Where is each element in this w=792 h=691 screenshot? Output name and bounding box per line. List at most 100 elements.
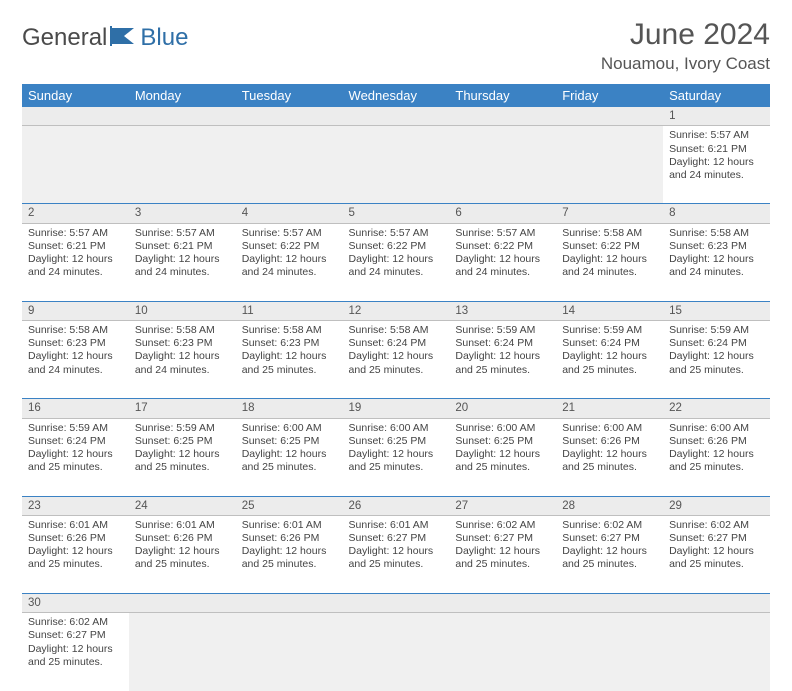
day-number: 10 xyxy=(129,301,236,320)
day-number xyxy=(343,593,450,612)
sunrise-text: Sunrise: 5:59 AM xyxy=(28,422,123,435)
day-number xyxy=(129,593,236,612)
day1-text: Daylight: 12 hours xyxy=(28,253,123,266)
dayheader-fri: Friday xyxy=(556,84,663,107)
day-cell: Sunrise: 6:00 AMSunset: 6:25 PMDaylight:… xyxy=(343,418,450,496)
sunset-text: Sunset: 6:24 PM xyxy=(562,337,657,350)
day1-text: Daylight: 12 hours xyxy=(135,253,230,266)
sunrise-text: Sunrise: 6:00 AM xyxy=(349,422,444,435)
day-number: 4 xyxy=(236,204,343,223)
day1-text: Daylight: 12 hours xyxy=(28,545,123,558)
week-row: Sunrise: 6:02 AMSunset: 6:27 PMDaylight:… xyxy=(22,613,770,691)
day1-text: Daylight: 12 hours xyxy=(349,350,444,363)
day2-text: and 24 minutes. xyxy=(242,266,337,279)
day-number: 24 xyxy=(129,496,236,515)
day2-text: and 25 minutes. xyxy=(349,461,444,474)
day1-text: Daylight: 12 hours xyxy=(349,545,444,558)
day-number: 12 xyxy=(343,301,450,320)
day1-text: Daylight: 12 hours xyxy=(135,350,230,363)
day-number xyxy=(449,107,556,126)
day-cell xyxy=(556,126,663,204)
sunrise-text: Sunrise: 5:59 AM xyxy=(135,422,230,435)
sunrise-text: Sunrise: 6:02 AM xyxy=(28,616,123,629)
day2-text: and 25 minutes. xyxy=(242,558,337,571)
day-number: 25 xyxy=(236,496,343,515)
sunrise-text: Sunrise: 5:58 AM xyxy=(562,227,657,240)
day-cell xyxy=(129,613,236,691)
sunset-text: Sunset: 6:22 PM xyxy=(242,240,337,253)
day1-text: Daylight: 12 hours xyxy=(669,253,764,266)
day-cell: Sunrise: 5:59 AMSunset: 6:24 PMDaylight:… xyxy=(556,321,663,399)
day2-text: and 25 minutes. xyxy=(455,461,550,474)
calendar-head: Sunday Monday Tuesday Wednesday Thursday… xyxy=(22,84,770,107)
sunset-text: Sunset: 6:22 PM xyxy=(349,240,444,253)
day2-text: and 25 minutes. xyxy=(135,558,230,571)
day-number xyxy=(449,593,556,612)
day2-text: and 25 minutes. xyxy=(562,461,657,474)
day2-text: and 25 minutes. xyxy=(455,364,550,377)
day-cell: Sunrise: 6:02 AMSunset: 6:27 PMDaylight:… xyxy=(22,613,129,691)
day2-text: and 25 minutes. xyxy=(562,558,657,571)
day-cell: Sunrise: 5:58 AMSunset: 6:23 PMDaylight:… xyxy=(663,223,770,301)
day-number xyxy=(556,107,663,126)
day-number xyxy=(343,107,450,126)
day2-text: and 25 minutes. xyxy=(242,364,337,377)
day2-text: and 24 minutes. xyxy=(455,266,550,279)
day-number: 30 xyxy=(22,593,129,612)
day2-text: and 25 minutes. xyxy=(349,364,444,377)
day1-text: Daylight: 12 hours xyxy=(562,350,657,363)
day1-text: Daylight: 12 hours xyxy=(242,253,337,266)
sunset-text: Sunset: 6:26 PM xyxy=(135,532,230,545)
flag-icon xyxy=(110,26,138,51)
day-number: 8 xyxy=(663,204,770,223)
day-number: 19 xyxy=(343,399,450,418)
sunset-text: Sunset: 6:26 PM xyxy=(669,435,764,448)
day-cell xyxy=(556,613,663,691)
day-number: 16 xyxy=(22,399,129,418)
calendar-table: Sunday Monday Tuesday Wednesday Thursday… xyxy=(22,84,770,691)
day2-text: and 25 minutes. xyxy=(135,461,230,474)
sunrise-text: Sunrise: 5:59 AM xyxy=(562,324,657,337)
sunrise-text: Sunrise: 5:57 AM xyxy=(242,227,337,240)
sunset-text: Sunset: 6:27 PM xyxy=(669,532,764,545)
day-cell xyxy=(449,126,556,204)
week-row: Sunrise: 5:58 AMSunset: 6:23 PMDaylight:… xyxy=(22,321,770,399)
brand-logo: General Blue xyxy=(22,24,188,52)
page-header: General Blue June 2024 Nouamou, Ivory Co… xyxy=(22,18,770,74)
day-cell: Sunrise: 6:00 AMSunset: 6:26 PMDaylight:… xyxy=(556,418,663,496)
sunset-text: Sunset: 6:22 PM xyxy=(562,240,657,253)
day-cell: Sunrise: 6:01 AMSunset: 6:27 PMDaylight:… xyxy=(343,515,450,593)
day1-text: Daylight: 12 hours xyxy=(562,448,657,461)
day-cell: Sunrise: 5:59 AMSunset: 6:24 PMDaylight:… xyxy=(22,418,129,496)
day2-text: and 24 minutes. xyxy=(135,364,230,377)
daynum-row: 30 xyxy=(22,593,770,612)
location-label: Nouamou, Ivory Coast xyxy=(601,54,770,74)
sunset-text: Sunset: 6:23 PM xyxy=(242,337,337,350)
day-cell: Sunrise: 5:57 AMSunset: 6:22 PMDaylight:… xyxy=(343,223,450,301)
day-number: 22 xyxy=(663,399,770,418)
sunset-text: Sunset: 6:23 PM xyxy=(135,337,230,350)
day-cell: Sunrise: 6:00 AMSunset: 6:25 PMDaylight:… xyxy=(449,418,556,496)
day2-text: and 25 minutes. xyxy=(28,656,123,669)
sunset-text: Sunset: 6:26 PM xyxy=(28,532,123,545)
day-number: 18 xyxy=(236,399,343,418)
day1-text: Daylight: 12 hours xyxy=(455,448,550,461)
sunset-text: Sunset: 6:24 PM xyxy=(669,337,764,350)
day-cell: Sunrise: 5:57 AMSunset: 6:22 PMDaylight:… xyxy=(236,223,343,301)
day-cell: Sunrise: 6:02 AMSunset: 6:27 PMDaylight:… xyxy=(449,515,556,593)
week-row: Sunrise: 6:01 AMSunset: 6:26 PMDaylight:… xyxy=(22,515,770,593)
sunrise-text: Sunrise: 5:57 AM xyxy=(135,227,230,240)
day-cell xyxy=(129,126,236,204)
dayheader-wed: Wednesday xyxy=(343,84,450,107)
dayheader-sun: Sunday xyxy=(22,84,129,107)
day-number xyxy=(129,107,236,126)
day2-text: and 24 minutes. xyxy=(28,364,123,377)
day1-text: Daylight: 12 hours xyxy=(28,350,123,363)
day-cell: Sunrise: 5:58 AMSunset: 6:23 PMDaylight:… xyxy=(236,321,343,399)
day1-text: Daylight: 12 hours xyxy=(669,350,764,363)
day1-text: Daylight: 12 hours xyxy=(242,350,337,363)
day-number: 20 xyxy=(449,399,556,418)
day-number: 23 xyxy=(22,496,129,515)
day1-text: Daylight: 12 hours xyxy=(242,448,337,461)
daynum-row: 16171819202122 xyxy=(22,399,770,418)
